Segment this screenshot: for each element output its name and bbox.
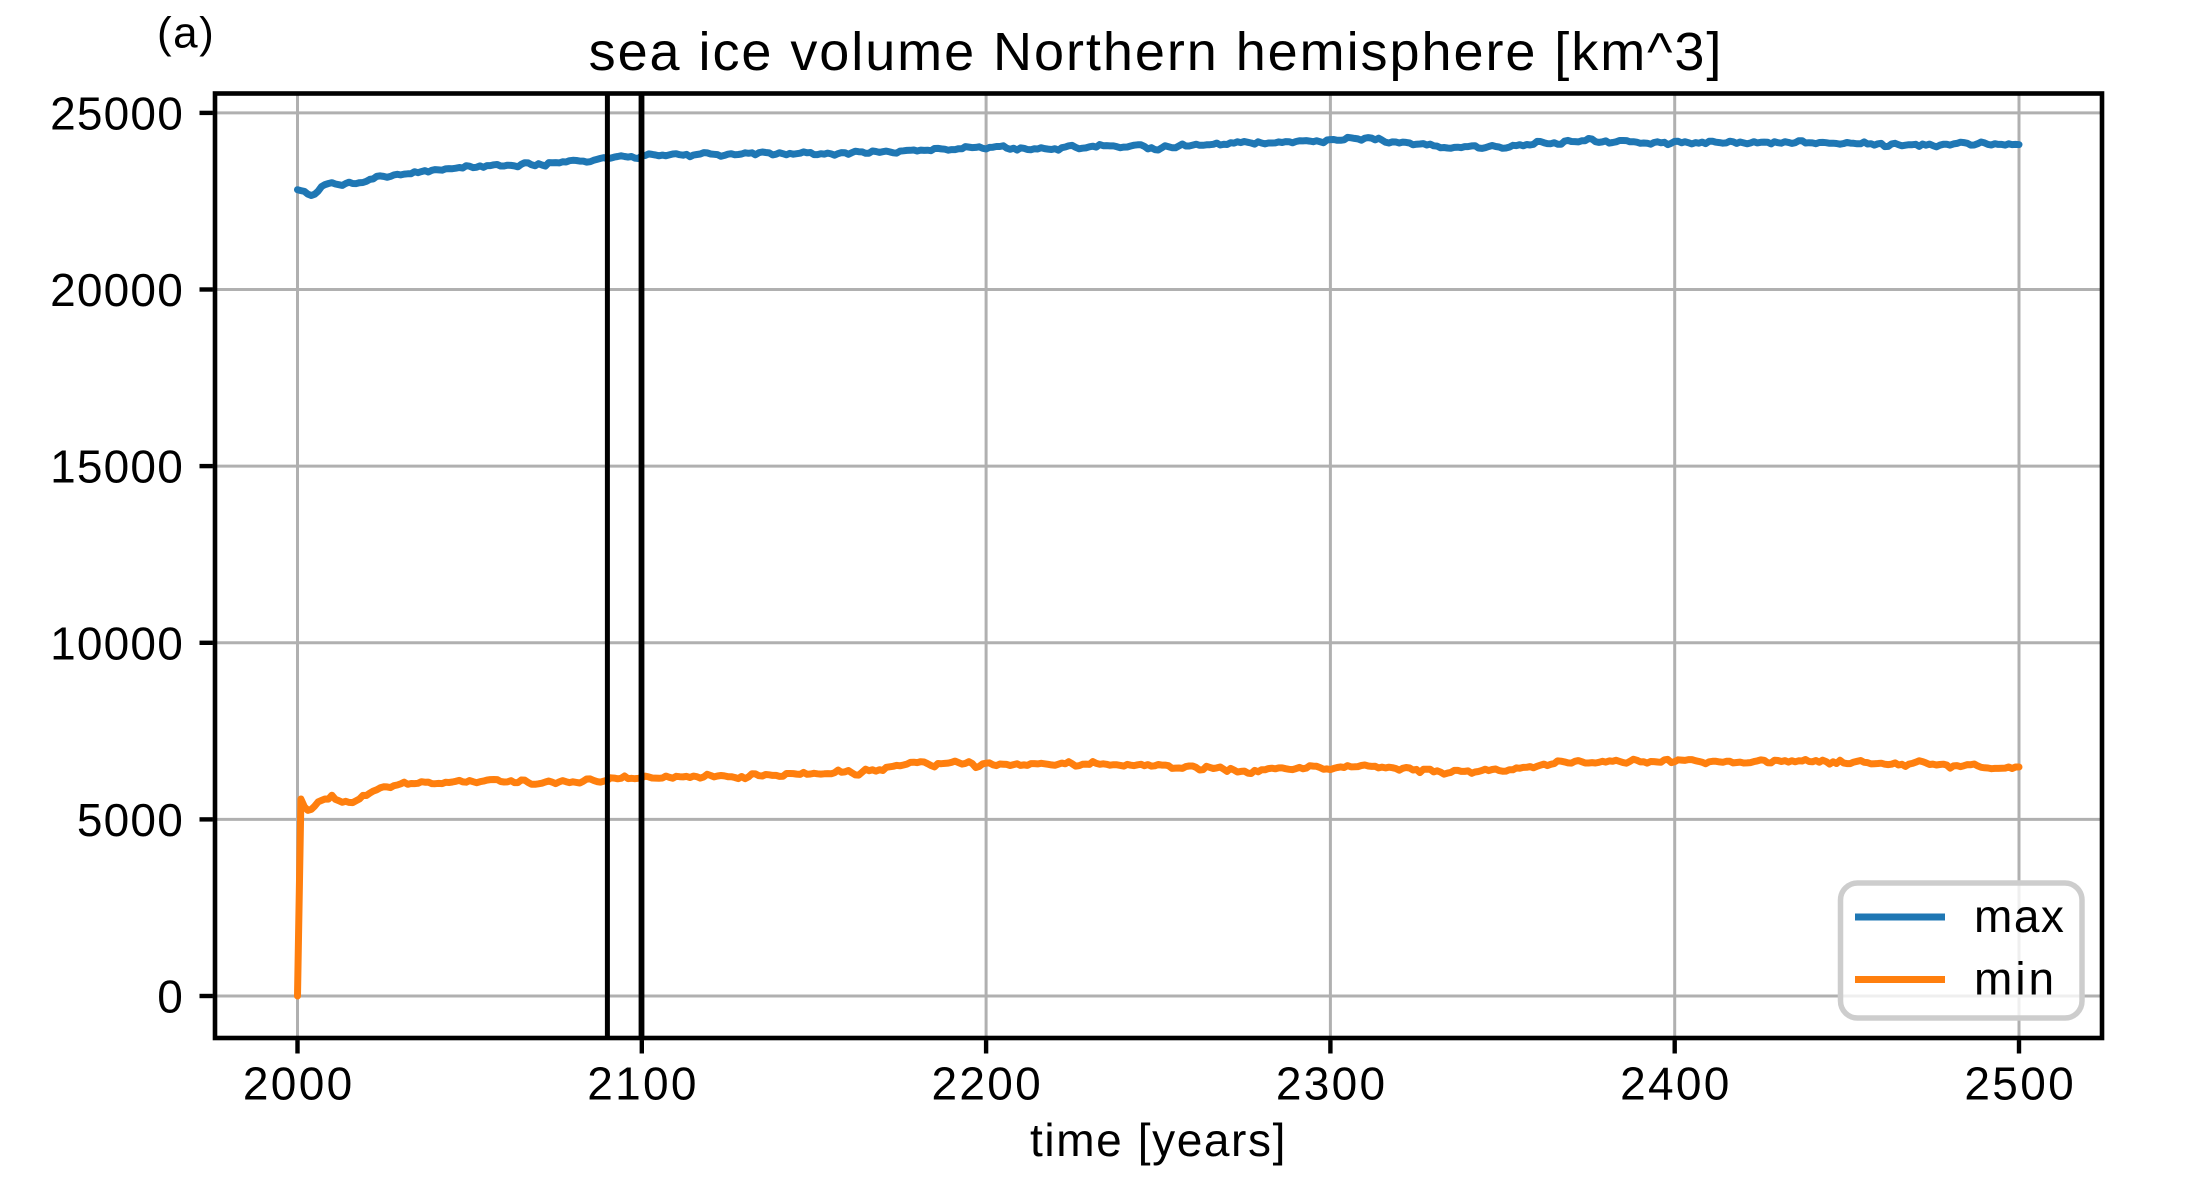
svg-text:10000: 10000 <box>50 617 184 669</box>
svg-text:25000: 25000 <box>50 88 184 140</box>
svg-text:2300: 2300 <box>1276 1058 1388 1110</box>
svg-text:5000: 5000 <box>77 794 184 846</box>
svg-text:2200: 2200 <box>932 1058 1044 1110</box>
svg-text:time [years]: time [years] <box>1030 1114 1287 1166</box>
svg-text:2100: 2100 <box>587 1058 699 1110</box>
svg-text:max: max <box>1974 890 2065 942</box>
svg-text:20000: 20000 <box>50 264 184 316</box>
svg-text:(a): (a) <box>157 9 215 58</box>
svg-text:min: min <box>1974 953 2057 1005</box>
svg-text:15000: 15000 <box>50 441 184 493</box>
svg-text:2000: 2000 <box>243 1058 355 1110</box>
svg-text:sea ice volume Northern hemisp: sea ice volume Northern hemisphere [km^3… <box>589 22 1724 82</box>
svg-text:2500: 2500 <box>1964 1058 2076 1110</box>
svg-text:2400: 2400 <box>1620 1058 1732 1110</box>
svg-text:0: 0 <box>157 971 184 1023</box>
